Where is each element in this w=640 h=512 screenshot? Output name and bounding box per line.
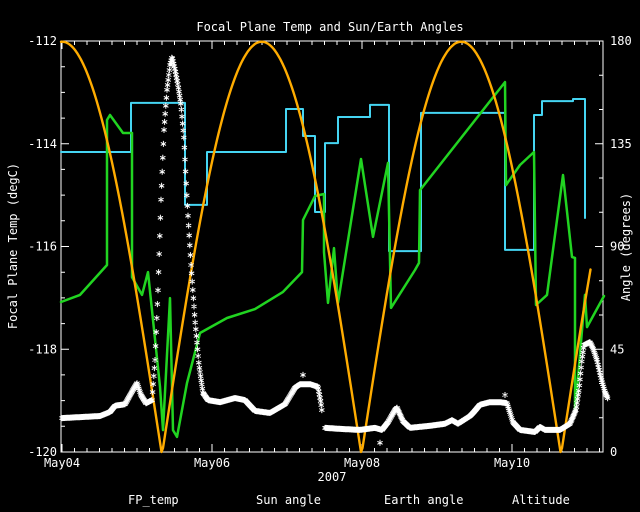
legend-label-sun-angle: Sun angle (256, 493, 321, 507)
x-tick-label: May04 (44, 456, 80, 470)
y-left-tick-label: -118 (28, 342, 57, 356)
y-right-tick-label: 0 (610, 445, 617, 459)
y-left-axis-title: Focal Plane Temp (degC) (6, 163, 20, 329)
fp-temp-markers (59, 54, 611, 446)
y-left-tick-label: -114 (28, 137, 57, 151)
x-tick-label: May08 (344, 456, 380, 470)
altitude-line (59, 40, 592, 454)
axes (60, 40, 604, 453)
legend-label-fp-temp: FP_temp (128, 493, 179, 507)
legend: FP_temp Sun angle Earth angle Altitude (128, 493, 570, 507)
y-right-tick-label: 45 (610, 342, 624, 356)
legend-label-altitude: Altitude (512, 493, 570, 507)
series-lines (59, 40, 611, 454)
y-right-axis-title: Angle (degrees) (619, 193, 633, 301)
y-right-tick-label: 180 (610, 34, 632, 48)
y-right-tick-label: 90 (610, 240, 624, 254)
y-left-tick-label: -120 (28, 445, 57, 459)
chart-title: Focal Plane Temp and Sun/Earth Angles (196, 20, 463, 34)
x-axis-year-label: 2007 (318, 470, 347, 484)
y-left-tick-label: -112 (28, 34, 57, 48)
x-tick-label: May06 (194, 456, 230, 470)
y-left-tick-label: -116 (28, 240, 57, 254)
tick-labels: May04 May06 May08 May10 -112 -114 -116 -118 -120… (28, 34, 632, 470)
legend-label-earth-angle: Earth angle (384, 493, 463, 507)
axis-ticks (61, 40, 603, 453)
x-tick-label: May10 (494, 456, 530, 470)
y-right-tick-label: 135 (610, 137, 632, 151)
